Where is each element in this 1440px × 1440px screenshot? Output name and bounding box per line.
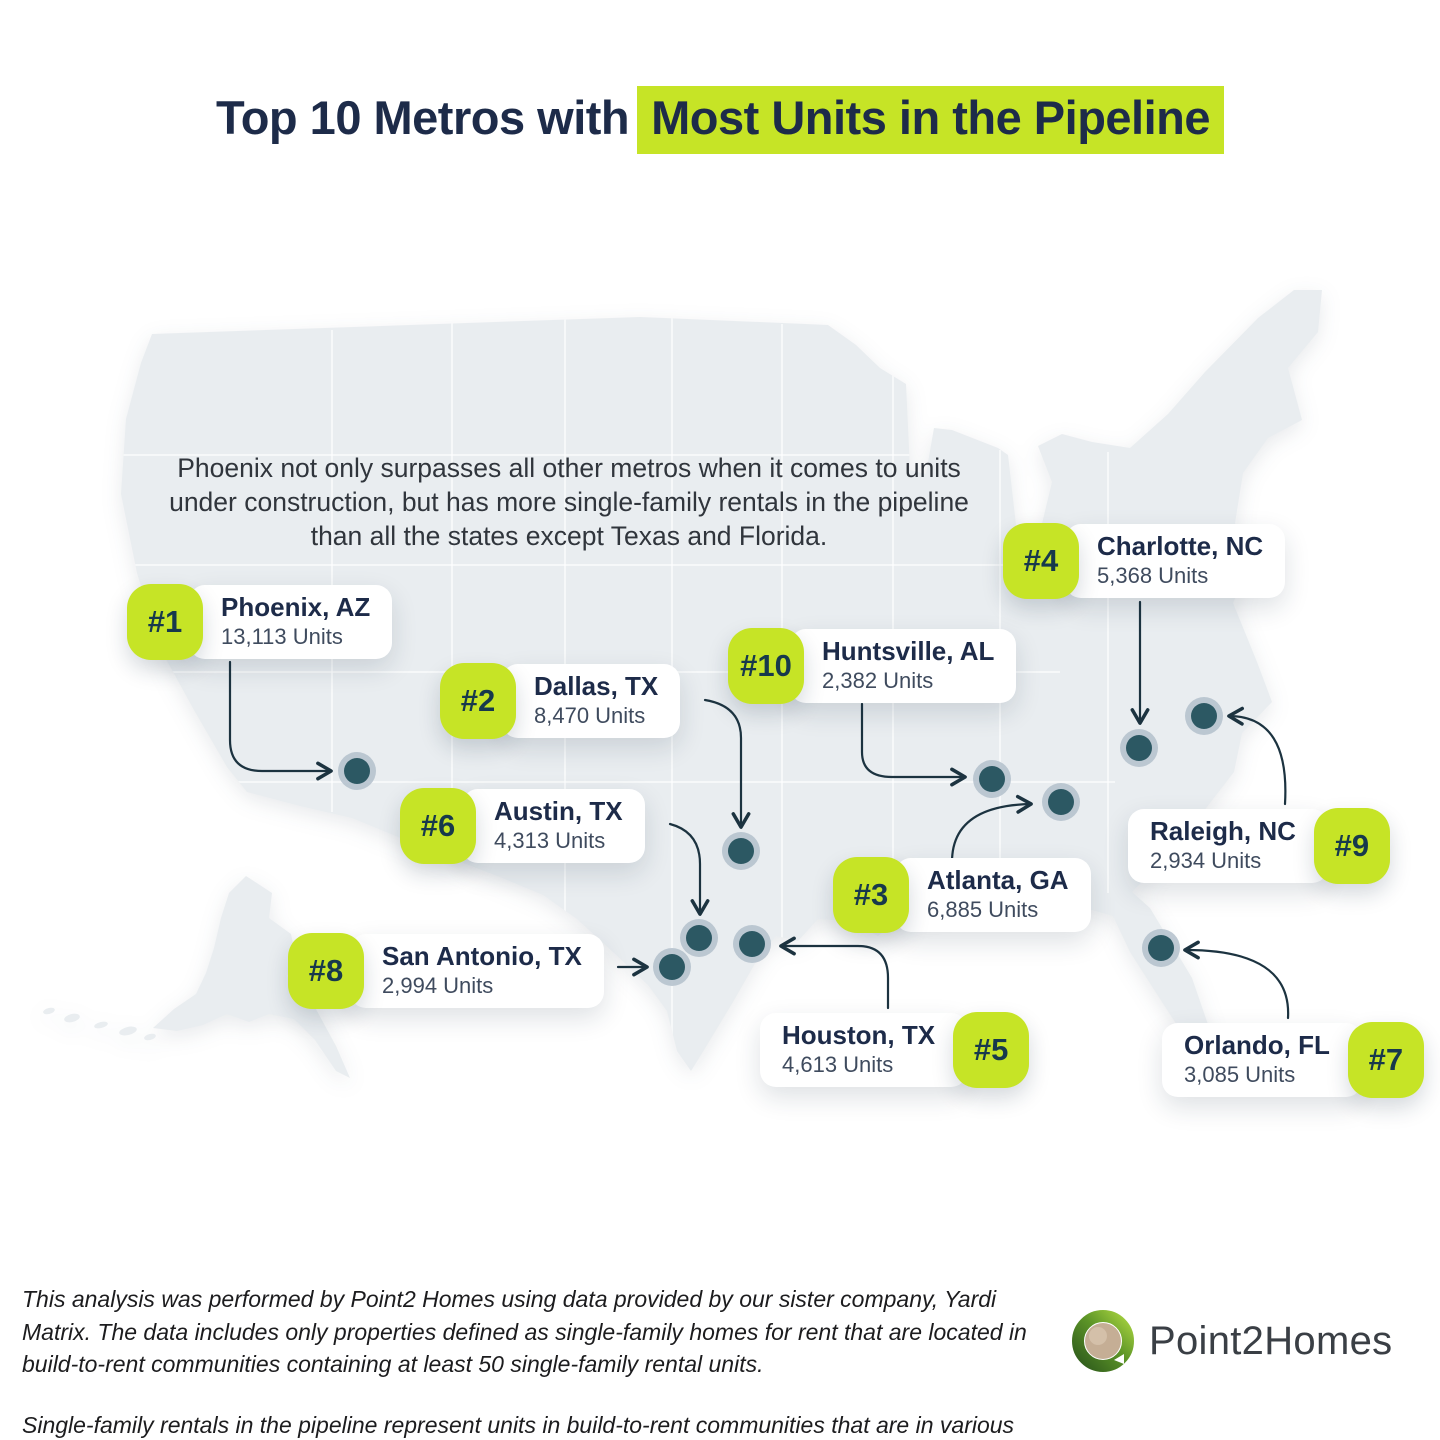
rank-badge-6: #6 <box>400 788 476 864</box>
map-marker-charlotte <box>1120 729 1158 767</box>
callout-card: Austin, TX 4,313 Units <box>462 788 645 864</box>
callout-charlotte: #4 Charlotte, NC 5,368 Units <box>1003 523 1286 599</box>
arrow-huntsville <box>860 702 967 787</box>
map-marker-huntsville <box>973 760 1011 798</box>
units-count: 3,085 Units <box>1184 1062 1296 1088</box>
state-borders <box>121 317 1115 1070</box>
callout-card: Dallas, TX 8,470 Units <box>502 663 681 739</box>
rank-badge-1: #1 <box>127 584 203 660</box>
page-title: Top 10 Metros with Most Units in the Pipe… <box>0 86 1440 155</box>
map-land <box>43 290 1322 1078</box>
callout-dallas: #2 Dallas, TX 8,470 Units <box>440 663 681 739</box>
units-count: 4,313 Units <box>494 828 606 854</box>
rank-badge-2: #2 <box>440 663 516 739</box>
city-name: Atlanta, GA <box>927 864 1069 895</box>
city-markers <box>338 697 1223 986</box>
map-marker-raleigh <box>1185 697 1223 735</box>
title-prefix: Top 10 Metros with <box>215 91 630 144</box>
units-count: 5,368 Units <box>1097 563 1209 589</box>
callout-card: Atlanta, GA 6,885 Units <box>895 857 1091 933</box>
callout-card: Charlotte, NC 5,368 Units <box>1065 523 1286 599</box>
callout-card: Houston, TX 4,613 Units <box>760 1012 968 1088</box>
arrow-dallas <box>703 698 751 829</box>
callout-card: Huntsville, AL 2,382 Units <box>790 628 1017 704</box>
city-name: Phoenix, AZ <box>221 591 371 622</box>
units-count: 2,934 Units <box>1150 848 1262 874</box>
map-marker-atlanta <box>1042 783 1080 821</box>
callout-houston: Houston, TX 4,613 Units #5 <box>760 1012 1030 1088</box>
city-name: Orlando, FL <box>1184 1029 1330 1060</box>
rank-badge-10: #10 <box>728 628 804 704</box>
city-name: Huntsville, AL <box>822 635 995 666</box>
units-count: 2,994 Units <box>382 973 494 999</box>
map-marker-houston <box>733 925 771 963</box>
callout-huntsville: #10 Huntsville, AL 2,382 Units <box>728 628 1017 704</box>
units-count: 13,113 Units <box>221 624 343 650</box>
rank-badge-5: #5 <box>953 1012 1030 1088</box>
point2homes-logo-icon <box>1072 1310 1134 1372</box>
arrow-houston <box>779 936 890 1010</box>
rank-badge-9: #9 <box>1313 808 1390 884</box>
callout-card: Orlando, FL 3,085 Units <box>1162 1022 1362 1098</box>
rank-badge-7: #7 <box>1347 1022 1424 1098</box>
point2homes-logo-text: Point2Homes <box>1149 1318 1393 1363</box>
callout-card: Raleigh, NC 2,934 Units <box>1128 808 1328 884</box>
point2homes-logo: Point2Homes <box>1070 1308 1392 1374</box>
map-marker-dallas <box>722 832 760 870</box>
map-marker-austin <box>680 919 718 957</box>
arrow-austin <box>668 822 710 916</box>
callout-card: San Antonio, TX 2,994 Units <box>350 933 604 1009</box>
city-name: Charlotte, NC <box>1097 530 1264 561</box>
arrow-raleigh <box>1227 706 1287 806</box>
arrow-orlando <box>1183 940 1290 1020</box>
city-name: Austin, TX <box>494 795 623 826</box>
city-name: San Antonio, TX <box>382 940 582 971</box>
callout-atlanta: #3 Atlanta, GA 6,885 Units <box>833 857 1091 933</box>
footer-paragraph-2: Single-family rentals in the pipeline re… <box>22 1411 1015 1438</box>
units-count: 8,470 Units <box>534 703 646 729</box>
callout-card: Phoenix, AZ 13,113 Units <box>189 584 393 660</box>
phoenix-annotation: Phoenix not only surpasses all other met… <box>169 453 969 551</box>
rank-badge-8: #8 <box>288 933 364 1009</box>
map-alaska <box>153 876 350 1078</box>
units-count: 4,613 Units <box>782 1052 894 1078</box>
callout-orlando: Orlando, FL 3,085 Units #7 <box>1162 1022 1424 1098</box>
units-count: 2,382 Units <box>822 668 934 694</box>
callout-raleigh: Raleigh, NC 2,934 Units #9 <box>1128 808 1390 884</box>
callout-phoenix: #1 Phoenix, AZ 13,113 Units <box>127 584 393 660</box>
rank-badge-3: #3 <box>833 857 909 933</box>
city-name: Raleigh, NC <box>1150 815 1296 846</box>
callout-san-antonio: #8 San Antonio, TX 2,994 Units <box>288 933 604 1009</box>
arrow-phoenix <box>228 660 333 781</box>
callout-austin: #6 Austin, TX 4,313 Units <box>400 788 645 864</box>
map-marker-san-antonio <box>653 948 691 986</box>
city-name: Dallas, TX <box>534 670 659 701</box>
title-highlight: Most Units in the Pipeline <box>637 86 1225 155</box>
arrow-atlanta <box>950 794 1033 864</box>
connector-arrows <box>228 600 1290 1020</box>
footer-paragraph-1: This analysis was performed by Point2 Ho… <box>22 1286 1027 1378</box>
units-count: 6,885 Units <box>927 897 1039 923</box>
map-marker-phoenix <box>338 752 376 790</box>
map-aleutian-islands <box>43 1007 156 1041</box>
city-name: Houston, TX <box>782 1019 936 1050</box>
map-marker-orlando <box>1142 929 1180 967</box>
footer-note: This analysis was performed by Point2 Ho… <box>22 1283 1067 1440</box>
rank-badge-4: #4 <box>1003 523 1079 599</box>
